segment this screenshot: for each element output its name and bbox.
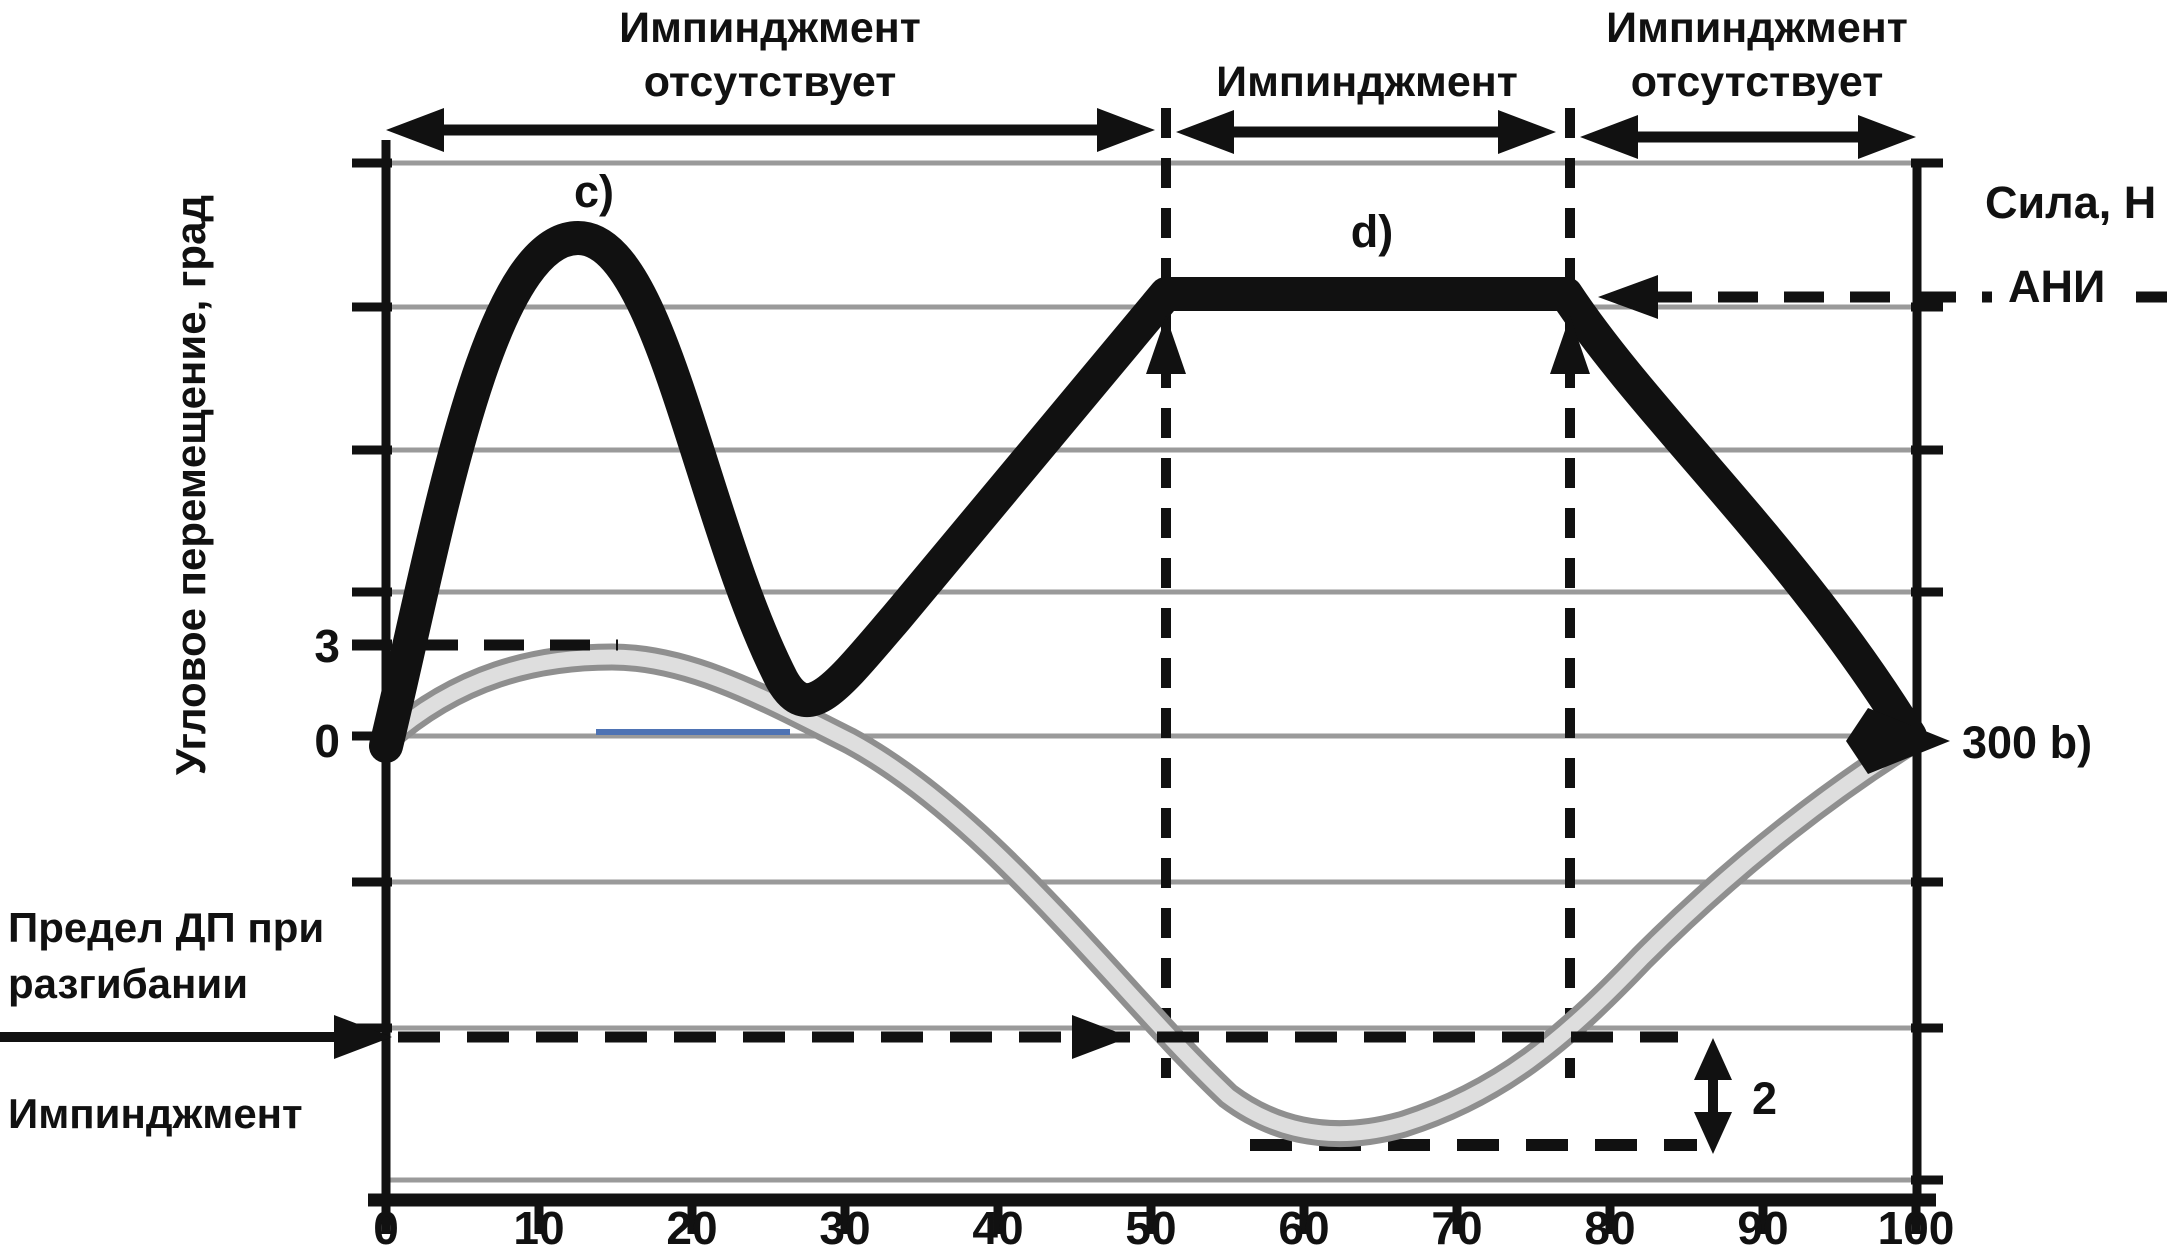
arrowhead-right-icon <box>1498 110 1556 154</box>
displacement-curve-outline <box>372 643 1924 1148</box>
x-tick-label: 70 <box>1431 1202 1482 1247</box>
up-arrowhead-icon <box>1550 316 1590 374</box>
region-headers: Импинджмент отсутствует Импинджмент Импи… <box>619 4 1908 106</box>
right-label-force: Сила, Н <box>1985 177 2156 228</box>
left-axis-ticks <box>352 158 392 1033</box>
arrowhead-right-icon <box>1097 108 1155 152</box>
x-tick-label: 30 <box>819 1202 870 1247</box>
right-label-300b: 300 b) <box>1962 717 2092 768</box>
arrowhead-left-icon <box>386 108 444 152</box>
curve-label-c: c) <box>574 166 614 217</box>
arrowhead-down-icon <box>1694 1112 1732 1154</box>
arrowhead-up-icon <box>1694 1038 1732 1080</box>
force-curve <box>369 221 1927 763</box>
arrowhead-right-icon <box>1858 115 1916 159</box>
x-axis-ticks <box>381 1196 1921 1234</box>
x-tick-label: 100 <box>1878 1202 1955 1247</box>
right-axis-ticks <box>1911 158 1943 1185</box>
header-no-impingement-right-line1: Импинджмент <box>1606 4 1908 52</box>
curve-label-d: d) <box>1351 206 1393 257</box>
arrowhead-left-icon <box>1580 115 1638 159</box>
arrowhead-right-icon <box>1072 1015 1130 1059</box>
x-tick-label: 80 <box>1584 1202 1635 1247</box>
arrowhead-left-icon <box>1598 275 1658 319</box>
y-label-0: 0 <box>314 715 340 767</box>
x-tick-label: 90 <box>1737 1202 1788 1247</box>
x-tick-label: 40 <box>972 1202 1023 1247</box>
x-tick-label: 0 <box>373 1202 399 1247</box>
up-arrowhead-icon <box>1146 316 1186 374</box>
x-tick-label: 10 <box>513 1202 564 1247</box>
arrowhead-right-icon <box>334 1015 392 1059</box>
arrowhead-left-icon <box>1176 110 1234 154</box>
header-no-impingement-left-line2: отсутствует <box>644 58 897 106</box>
y-axis-title: Угловое перемещение, град <box>167 195 214 775</box>
x-axis-labels: 0 10 20 30 40 50 60 70 80 90 100 <box>373 1202 1954 1247</box>
extension-limit-line <box>0 1015 1678 1059</box>
gap-label-2: 2 <box>1752 1073 1777 1124</box>
region-arrows <box>386 108 1916 159</box>
left-label-impingement: Импинджмент <box>8 1090 303 1137</box>
right-label-ani: АНИ <box>2008 261 2105 312</box>
displacement-curve-fill <box>378 649 1918 1142</box>
x-tick-label: 50 <box>1125 1202 1176 1247</box>
x-tick-label: 20 <box>666 1202 717 1247</box>
ani-level-line <box>1598 275 2167 319</box>
displacement-curve <box>372 643 1924 1148</box>
vertical-guides <box>1161 108 1575 1078</box>
curve-end-diamond-marker <box>1846 708 1950 774</box>
header-no-impingement-left-line1: Импинджмент <box>619 4 921 52</box>
header-impingement: Импинджмент <box>1216 58 1518 106</box>
left-label-limit-line2: разгибании <box>8 960 248 1007</box>
y-label-3: 3 <box>314 620 340 672</box>
header-no-impingement-right-line2: отсутствует <box>1631 58 1884 106</box>
left-label-limit-line1: Предел ДП при <box>8 904 324 951</box>
x-tick-label: 60 <box>1278 1202 1329 1247</box>
gap-dimension-arrow <box>1694 1038 1732 1154</box>
